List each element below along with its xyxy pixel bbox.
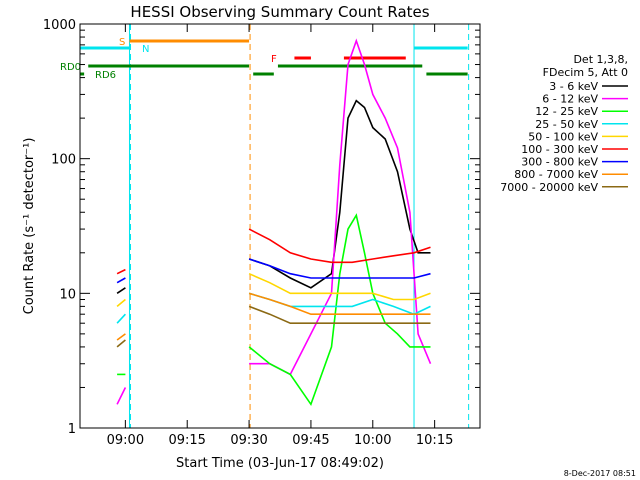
legend-label-2: 12 - 25 keV	[535, 105, 598, 118]
series-1-line-1	[249, 38, 432, 376]
y-tick-label-2: 100	[51, 153, 76, 168]
x-tick-label-5: 10:15	[416, 433, 453, 448]
y-tick-label-3: 1000	[43, 18, 76, 33]
x-tick-label-1: 09:15	[168, 433, 205, 448]
legend-label-5: 100 - 300 keV	[521, 143, 598, 156]
y-tick-label-0: 1	[68, 422, 76, 437]
legend-label-7: 800 - 7000 keV	[514, 168, 598, 181]
series-5-line-0	[116, 268, 126, 275]
x-tick-label-0: 09:00	[107, 433, 144, 448]
plot-frame	[79, 23, 481, 429]
series-8-line-1	[248, 305, 431, 325]
series-5-line-1	[248, 228, 431, 264]
y-tick-label-1: 10	[59, 287, 76, 302]
y-axis-label: Count Rate (s⁻¹ detector⁻¹)	[22, 138, 37, 315]
x-tick-label-3: 09:45	[292, 433, 329, 448]
legend-label-6: 300 - 800 keV	[521, 156, 598, 169]
flag-label-n: N	[142, 44, 149, 55]
series-6-line-0	[116, 277, 126, 284]
series-2-line-1	[248, 213, 431, 407]
series-0-line-0	[116, 287, 126, 294]
series-7-line-1	[248, 292, 431, 316]
series-4-line-0	[116, 298, 126, 308]
series-3-line-0	[116, 313, 126, 324]
legend-label-8: 7000 - 20000 keV	[500, 181, 598, 194]
legend-label-4: 50 - 100 keV	[528, 130, 598, 143]
x-tick-label-2: 09:30	[230, 433, 267, 448]
series-7-line-0	[116, 333, 126, 341]
chart-title: HESSI Observing Summary Count Rates	[130, 3, 429, 21]
flag-label-rd6: RD6	[95, 70, 116, 81]
legend-label-3: 25 - 50 keV	[535, 118, 598, 131]
x-axis-label: Start Time (03-Jun-17 08:49:02)	[176, 456, 384, 471]
series-6-line-1	[248, 258, 431, 279]
legend-label-0: 3 - 6 keV	[549, 80, 598, 93]
flag-label-f: F	[271, 54, 277, 65]
legend-header-0: Det 1,3,8,	[573, 53, 628, 66]
x-tick-label-4: 10:00	[354, 433, 391, 448]
footer-date: 8-Dec-2017 08:51	[564, 469, 636, 478]
series-4-line-1	[248, 272, 431, 301]
series-3-line-1	[248, 292, 431, 316]
legend-header-1: FDecim 5, Att 0	[543, 66, 628, 79]
legend-label-1: 6 - 12 keV	[542, 93, 598, 106]
series-0-line-1	[248, 99, 431, 289]
flag-label-rd0: RD0	[60, 62, 81, 73]
series-1-line-0	[116, 387, 127, 405]
flag-label-s: S	[119, 37, 125, 48]
series-8-line-0	[116, 339, 126, 348]
